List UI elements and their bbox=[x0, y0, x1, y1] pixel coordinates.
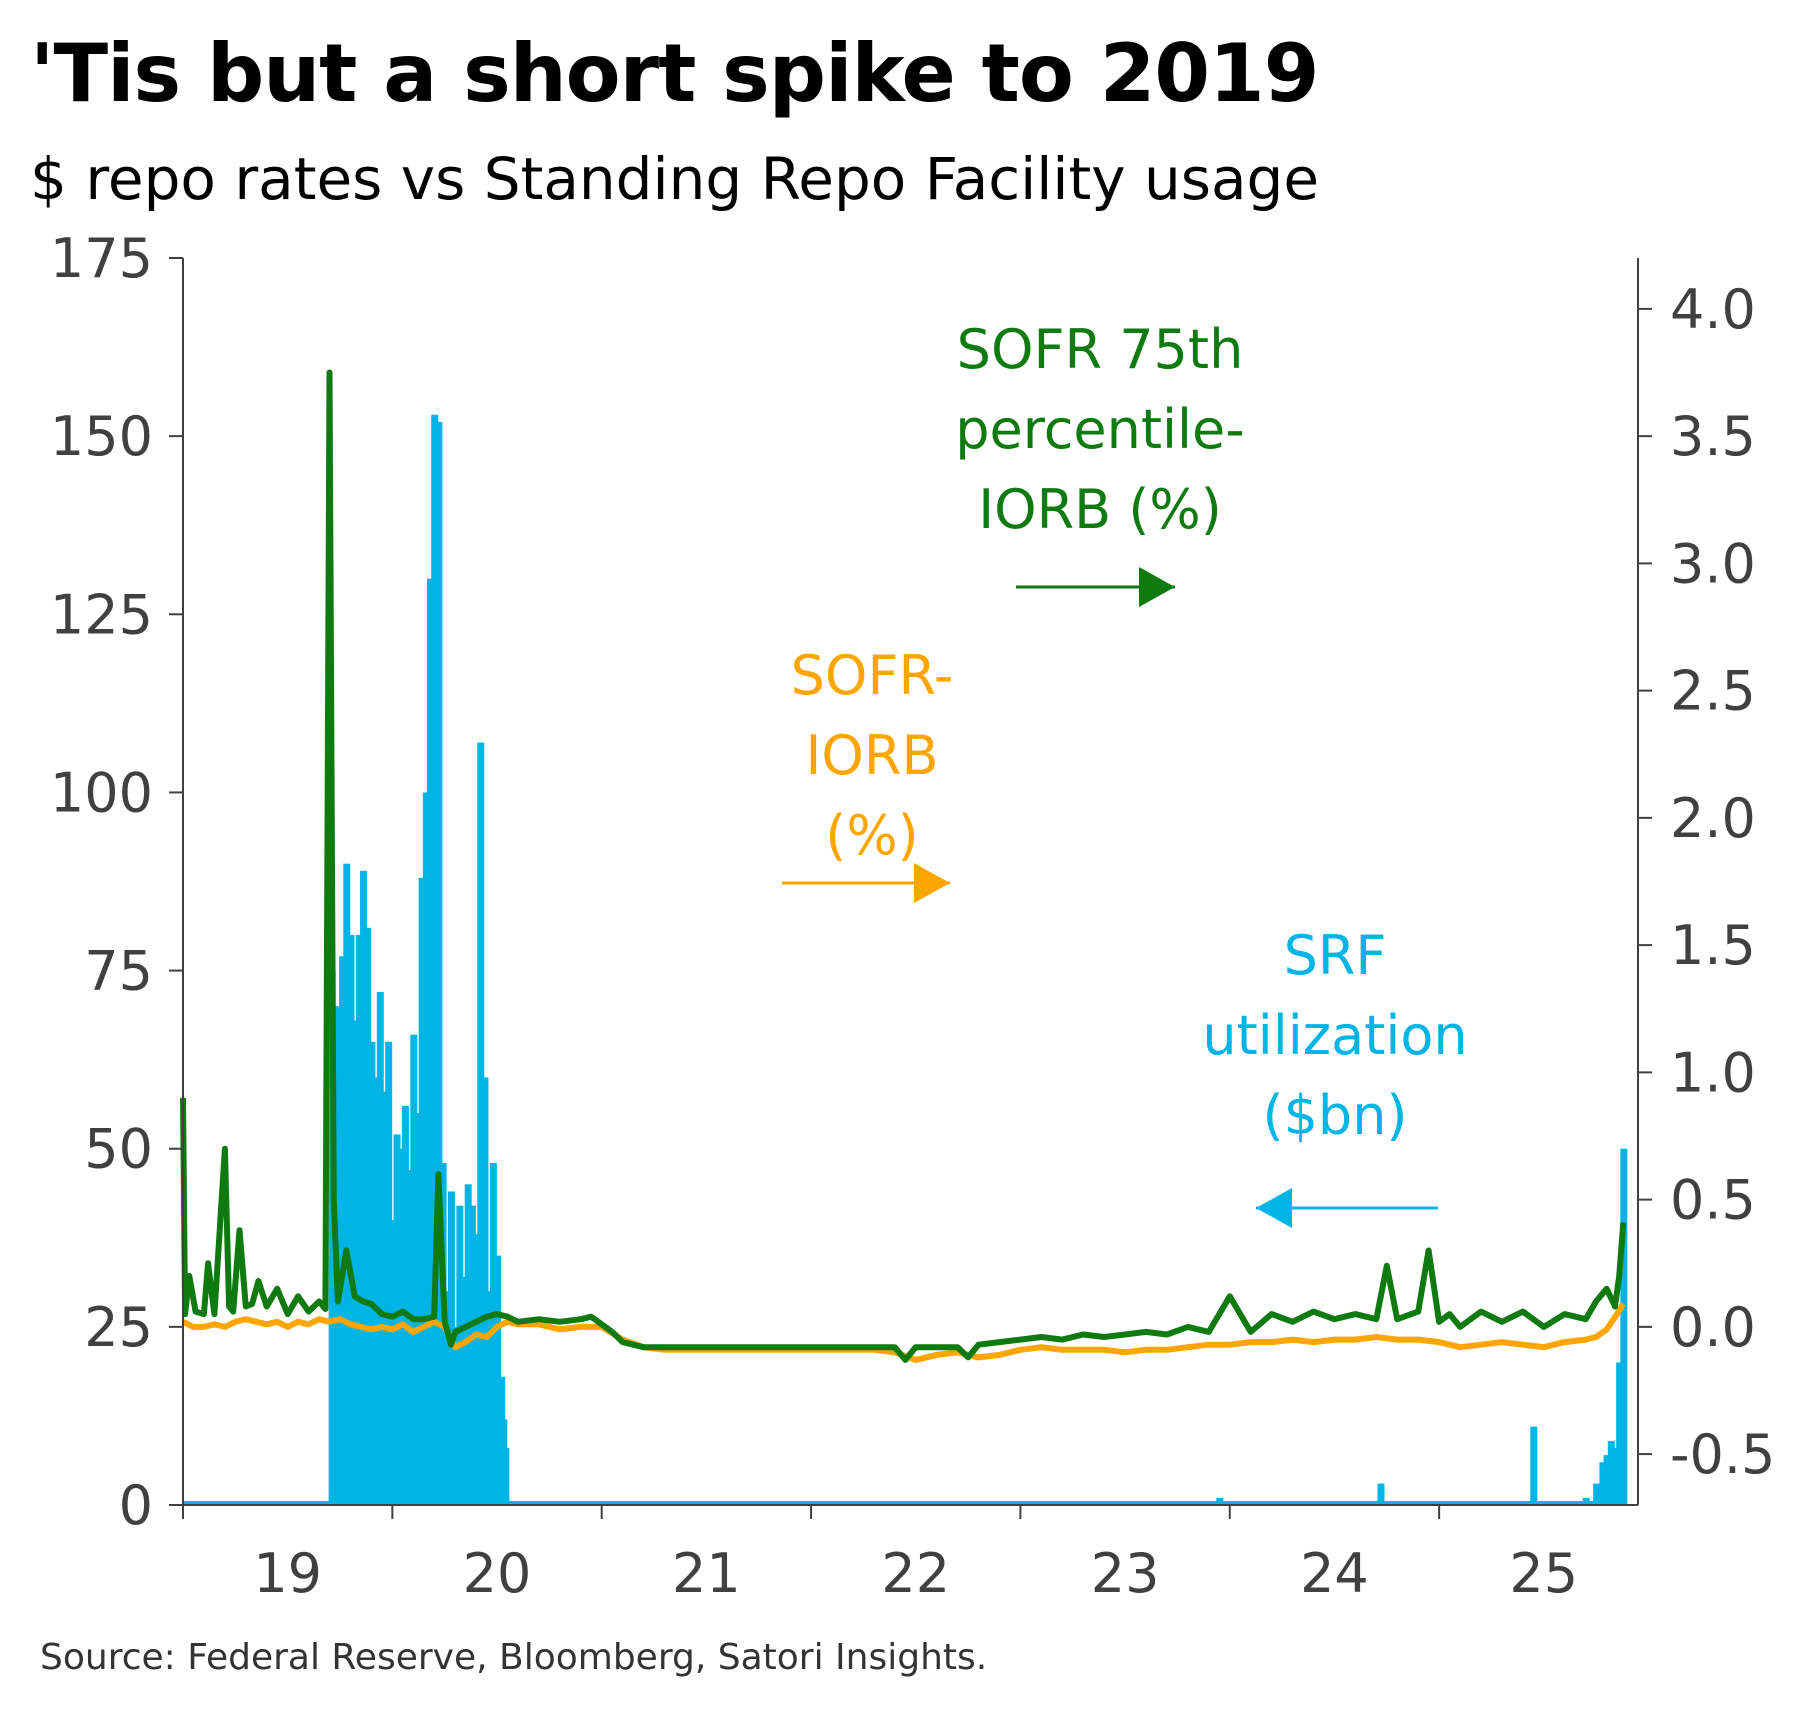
srf-bar bbox=[339, 956, 347, 1505]
srf-bar bbox=[439, 1162, 447, 1505]
chart-source: Source: Federal Reserve, Bloomberg, Sato… bbox=[40, 1637, 988, 1678]
annotation-srf: ($bn) bbox=[1263, 1084, 1408, 1147]
right-tick-label: 2.0 bbox=[1670, 787, 1756, 850]
arrow-sofr-head bbox=[914, 863, 950, 903]
srf-bar bbox=[447, 1191, 455, 1505]
srf-bar bbox=[410, 1034, 418, 1505]
right-tick-label: 3.0 bbox=[1670, 532, 1756, 595]
srf-bar bbox=[1616, 1362, 1624, 1505]
x-tick-label: 24 bbox=[1300, 1542, 1369, 1605]
srf-bar bbox=[360, 870, 368, 1505]
annotation-sofr-iorb: IORB bbox=[806, 724, 939, 787]
annotation-sofr75-iorb: IORB (%) bbox=[978, 478, 1222, 541]
x-tick-label: 23 bbox=[1091, 1542, 1160, 1605]
srf-bar bbox=[422, 792, 430, 1505]
srf-bar bbox=[1599, 1462, 1607, 1505]
srf-bar bbox=[460, 1276, 468, 1505]
right-tick-label: 1.5 bbox=[1670, 914, 1756, 977]
annotation-srf: utilization bbox=[1202, 1004, 1467, 1067]
srf-bar bbox=[456, 1205, 464, 1505]
srf-bar bbox=[1603, 1455, 1611, 1505]
right-tick-label: 0.5 bbox=[1670, 1169, 1756, 1232]
srf-bar bbox=[414, 1113, 422, 1505]
srf-bar bbox=[473, 1234, 481, 1505]
left-tick-label: 125 bbox=[50, 583, 153, 646]
srf-bars bbox=[183, 414, 1628, 1506]
srf-bar bbox=[368, 1041, 376, 1505]
srf-bar bbox=[343, 863, 351, 1505]
right-tick-label: 3.5 bbox=[1670, 405, 1756, 468]
srf-bar bbox=[1620, 1148, 1628, 1505]
srf-bar bbox=[372, 1077, 380, 1505]
srf-bar bbox=[406, 1170, 414, 1505]
right-tick-label: 4.0 bbox=[1670, 278, 1756, 341]
x-tick-label: 19 bbox=[253, 1542, 322, 1605]
chart-annotations: SOFR 75th percentile- IORB (%) SOFR- IORB (%)… bbox=[782, 318, 1468, 1228]
chart-axes: 0 25 50 75 100 125 150 175 -0.5 0.0 0.5 1.0 1.5 2.0 2.… bbox=[50, 227, 1775, 1605]
x-tick-label: 21 bbox=[672, 1542, 741, 1605]
right-tick-label: 1.0 bbox=[1670, 1041, 1756, 1104]
annotation-sofr75-iorb: SOFR 75th bbox=[957, 318, 1244, 381]
left-tick-label: 150 bbox=[50, 405, 153, 468]
srf-bar bbox=[452, 1326, 460, 1505]
srf-bar bbox=[389, 1219, 397, 1505]
left-tick-label: 175 bbox=[50, 227, 153, 290]
left-tick-label: 75 bbox=[84, 940, 153, 1003]
srf-bar bbox=[380, 1091, 388, 1505]
srf-bar bbox=[468, 1205, 476, 1505]
srf-bar bbox=[481, 1077, 489, 1505]
srf-bar bbox=[385, 1041, 393, 1505]
chart-title: 'Tis but a short spike to 2019 bbox=[30, 27, 1319, 120]
srf-bar bbox=[364, 927, 372, 1505]
annotation-sofr-iorb: SOFR- bbox=[791, 644, 954, 707]
left-tick-label: 25 bbox=[84, 1296, 153, 1359]
srf-bar bbox=[1377, 1483, 1385, 1505]
sofr-75th-iorb-line bbox=[180, 369, 1627, 1363]
annotation-sofr75-iorb: percentile- bbox=[955, 398, 1245, 461]
arrow-sofr75-head bbox=[1139, 567, 1175, 607]
right-tick-label: 2.5 bbox=[1670, 660, 1756, 723]
annotation-sofr-iorb: (%) bbox=[825, 804, 918, 867]
srf-bar bbox=[418, 877, 426, 1505]
chart-subtitle: $ repo rates vs Standing Repo Facility u… bbox=[30, 145, 1320, 213]
rate-lines bbox=[180, 369, 1627, 1363]
srf-bar bbox=[376, 991, 384, 1505]
srf-bar bbox=[1611, 1447, 1619, 1505]
srf-bar bbox=[1593, 1483, 1601, 1505]
left-tick-label: 100 bbox=[50, 761, 153, 824]
left-tick-label: 50 bbox=[84, 1118, 153, 1181]
x-tick-label: 25 bbox=[1509, 1542, 1578, 1605]
right-tick-label: -0.5 bbox=[1670, 1423, 1775, 1486]
srf-bar bbox=[477, 742, 485, 1505]
srf-bar bbox=[502, 1447, 510, 1505]
srf-bar bbox=[351, 1020, 359, 1505]
x-tick-label: 20 bbox=[463, 1542, 532, 1605]
srf-bar bbox=[464, 1184, 472, 1505]
srf-bar bbox=[485, 1291, 493, 1505]
srf-bar bbox=[393, 1134, 401, 1505]
srf-bar bbox=[435, 421, 443, 1506]
srf-bar bbox=[427, 578, 435, 1505]
right-tick-label: 0.0 bbox=[1670, 1296, 1756, 1359]
srf-bar bbox=[431, 414, 439, 1505]
srf-bar bbox=[1607, 1440, 1615, 1505]
annotation-srf: SRF bbox=[1284, 924, 1387, 987]
x-tick-label: 22 bbox=[881, 1542, 950, 1605]
srf-bar bbox=[443, 1291, 451, 1505]
srf-bar bbox=[1530, 1426, 1538, 1505]
srf-bar bbox=[355, 934, 363, 1505]
srf-bar bbox=[347, 934, 355, 1505]
arrow-srf-head bbox=[1256, 1188, 1292, 1228]
left-tick-label: 0 bbox=[119, 1474, 153, 1537]
srf-bar bbox=[494, 1255, 502, 1505]
srf-bar bbox=[401, 1105, 409, 1505]
